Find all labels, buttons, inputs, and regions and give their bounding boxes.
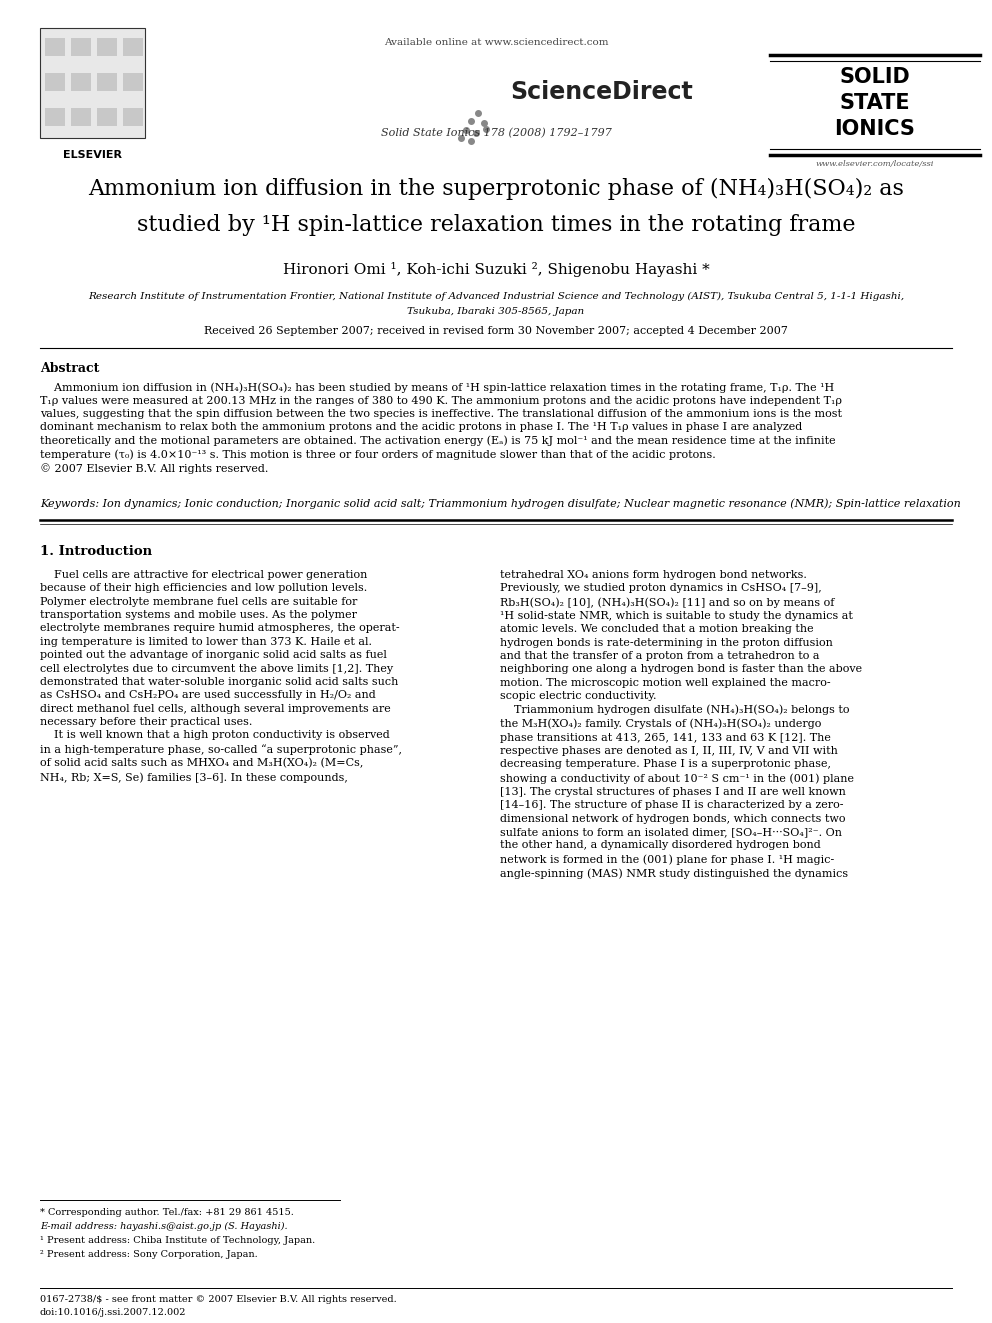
Text: Abstract: Abstract (40, 363, 99, 374)
Bar (71, 108, 91, 126)
Bar (123, 73, 143, 91)
Text: 1. Introduction: 1. Introduction (40, 545, 152, 558)
Text: Keywords: Ion dynamics; Ionic conduction; Inorganic solid acid salt; Triammonium: Keywords: Ion dynamics; Ionic conduction… (40, 497, 960, 508)
Text: Received 26 September 2007; received in revised form 30 November 2007; accepted : Received 26 September 2007; received in … (204, 325, 788, 336)
Text: Available online at www.sciencedirect.com: Available online at www.sciencedirect.co… (384, 38, 608, 48)
Text: www.elsevier.com/locate/ssi: www.elsevier.com/locate/ssi (815, 160, 934, 168)
Text: Tsukuba, Ibaraki 305-8565, Japan: Tsukuba, Ibaraki 305-8565, Japan (408, 307, 584, 316)
Text: tetrahedral XO₄ anions form hydrogen bond networks.
Previously, we studied proto: tetrahedral XO₄ anions form hydrogen bon… (500, 570, 862, 878)
Text: doi:10.1016/j.ssi.2007.12.002: doi:10.1016/j.ssi.2007.12.002 (40, 1308, 186, 1316)
Text: 0167-2738/$ - see front matter © 2007 Elsevier B.V. All rights reserved.: 0167-2738/$ - see front matter © 2007 El… (40, 1295, 397, 1304)
Text: ScienceDirect: ScienceDirect (510, 79, 692, 105)
Bar (45, 108, 65, 126)
Text: Fuel cells are attractive for electrical power generation
because of their high : Fuel cells are attractive for electrical… (40, 570, 402, 783)
Text: Ammonium ion diffusion in (NH₄)₃H(SO₄)₂ has been studied by means of ¹H spin-lat: Ammonium ion diffusion in (NH₄)₃H(SO₄)₂ … (40, 382, 842, 475)
Bar (97, 108, 117, 126)
Text: Research Institute of Instrumentation Frontier, National Institute of Advanced I: Research Institute of Instrumentation Fr… (88, 292, 904, 302)
Text: Hironori Omi ¹, Koh-ichi Suzuki ², Shigenobu Hayashi *: Hironori Omi ¹, Koh-ichi Suzuki ², Shige… (283, 262, 709, 277)
Text: STATE: STATE (839, 93, 911, 112)
Text: E-mail address: hayashi.s@aist.go.jp (S. Hayashi).: E-mail address: hayashi.s@aist.go.jp (S.… (40, 1222, 288, 1232)
Bar (45, 38, 65, 56)
Bar (71, 38, 91, 56)
Bar (40, 28, 145, 138)
Bar (123, 38, 143, 56)
Text: * Corresponding author. Tel./fax: +81 29 861 4515.: * Corresponding author. Tel./fax: +81 29… (40, 1208, 294, 1217)
Text: IONICS: IONICS (834, 119, 916, 139)
Text: Solid State Ionics 178 (2008) 1792–1797: Solid State Ionics 178 (2008) 1792–1797 (381, 128, 611, 139)
Text: ¹ Present address: Chiba Institute of Technology, Japan.: ¹ Present address: Chiba Institute of Te… (40, 1236, 315, 1245)
Bar (97, 73, 117, 91)
Text: ² Present address: Sony Corporation, Japan.: ² Present address: Sony Corporation, Jap… (40, 1250, 258, 1259)
Text: ELSEVIER: ELSEVIER (62, 149, 121, 160)
Text: studied by ¹H spin-lattice relaxation times in the rotating frame: studied by ¹H spin-lattice relaxation ti… (137, 214, 855, 235)
Bar (97, 38, 117, 56)
Bar (123, 108, 143, 126)
Bar (45, 73, 65, 91)
Text: Ammonium ion diffusion in the superprotonic phase of (NH₄)₃H(SO₄)₂ as: Ammonium ion diffusion in the superproto… (88, 179, 904, 200)
Bar (71, 73, 91, 91)
Text: SOLID: SOLID (839, 67, 911, 87)
